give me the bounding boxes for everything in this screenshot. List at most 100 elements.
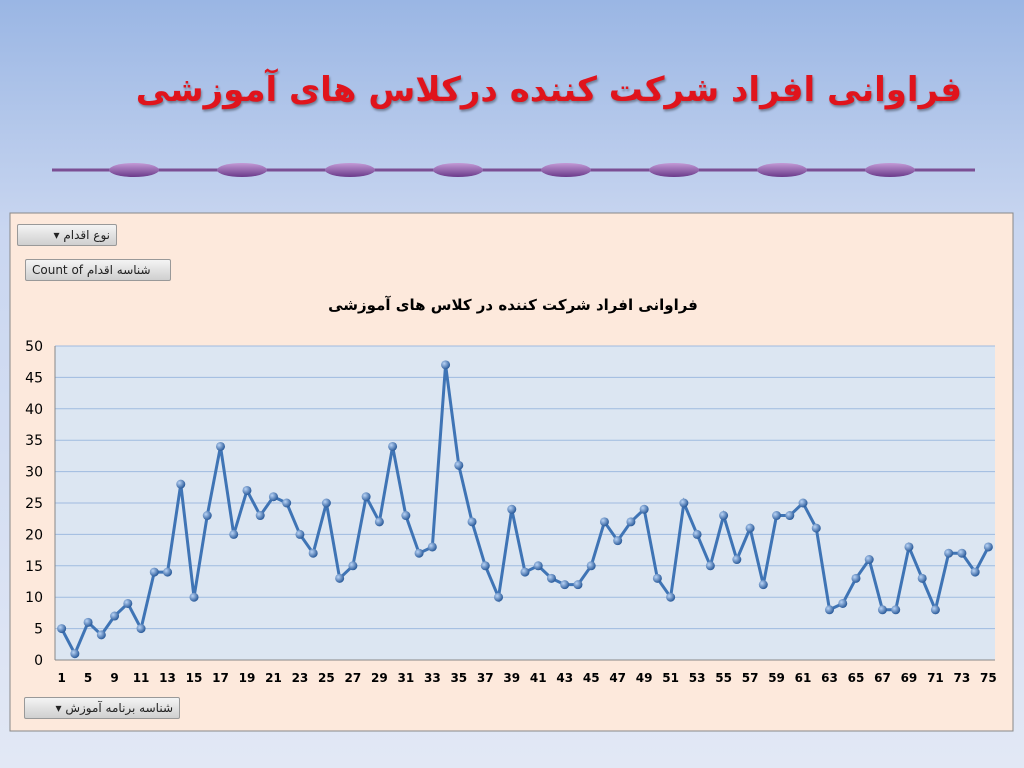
x-tick-label: 47 <box>609 671 626 685</box>
chart-title: فراوانی افراد شرکت کننده در کلاس های آمو… <box>328 296 698 314</box>
x-tick-label: 13 <box>159 671 176 685</box>
x-tick-label: 25 <box>318 671 335 685</box>
data-point <box>388 441 398 451</box>
data-point <box>626 517 636 527</box>
data-field-button[interactable]: Count of شناسه اقدام <box>25 259 171 281</box>
x-tick-label: 65 <box>848 671 865 685</box>
data-point <box>586 561 596 571</box>
x-tick-label: 71 <box>927 671 944 685</box>
data-point <box>202 511 212 521</box>
x-tick-label: 57 <box>742 671 759 685</box>
data-point <box>427 542 437 552</box>
data-point <box>441 360 451 370</box>
data-point <box>268 492 278 502</box>
data-point <box>70 649 80 659</box>
data-point <box>811 523 821 533</box>
slide-title: فراوانی افراد شرکت کننده درکلاس های آموز… <box>135 70 962 110</box>
x-tick-label: 49 <box>636 671 653 685</box>
data-point <box>83 617 93 627</box>
data-point <box>189 592 199 602</box>
data-point <box>520 567 530 577</box>
x-tick-label: 1 <box>57 671 65 685</box>
data-point <box>599 517 609 527</box>
data-point <box>96 630 106 640</box>
data-point <box>361 492 371 502</box>
y-tick-label: 10 <box>25 590 43 606</box>
data-point <box>732 555 742 565</box>
filter-button[interactable]: نوع اقدام ▾ <box>17 224 117 246</box>
y-tick-label: 0 <box>34 653 43 669</box>
x-tick-label: 21 <box>265 671 282 685</box>
x-tick-label: 73 <box>954 671 971 685</box>
data-point <box>229 529 239 539</box>
data-point <box>494 592 504 602</box>
data-point <box>983 542 993 552</box>
x-tick-label: 23 <box>292 671 309 685</box>
x-tick-label: 67 <box>874 671 891 685</box>
data-point <box>877 605 887 615</box>
data-point <box>692 529 702 539</box>
data-point <box>970 567 980 577</box>
data-point <box>745 523 755 533</box>
data-point <box>295 529 305 539</box>
axis-field-label: شناسه برنامه آموزش <box>65 701 173 715</box>
data-point <box>666 592 676 602</box>
data-point <box>255 511 265 521</box>
data-point <box>321 498 331 508</box>
filter-label: نوع اقدام <box>63 228 110 242</box>
data-point <box>573 580 583 590</box>
x-tick-label: 37 <box>477 671 494 685</box>
y-tick-label: 30 <box>25 465 43 481</box>
x-tick-label: 39 <box>503 671 520 685</box>
data-point <box>546 573 556 583</box>
data-point <box>917 573 927 583</box>
data-point <box>454 460 464 470</box>
data-point <box>758 580 768 590</box>
x-tick-label: 19 <box>239 671 256 685</box>
data-point <box>851 573 861 583</box>
x-tick-label: 5 <box>84 671 92 685</box>
data-point <box>176 479 186 489</box>
x-tick-label: 51 <box>662 671 679 685</box>
data-point <box>110 611 120 621</box>
axis-field-button[interactable]: شناسه برنامه آموزش ▾ <box>24 697 180 719</box>
data-point <box>282 498 292 508</box>
data-point <box>149 567 159 577</box>
data-point <box>904 542 914 552</box>
x-tick-label: 75 <box>980 671 997 685</box>
x-tick-label: 69 <box>901 671 918 685</box>
x-tick-label: 31 <box>397 671 414 685</box>
data-point <box>957 548 967 558</box>
x-tick-label: 9 <box>110 671 118 685</box>
data-point <box>864 555 874 565</box>
x-tick-label: 41 <box>530 671 547 685</box>
data-point <box>335 573 345 583</box>
y-tick-label: 20 <box>25 527 43 543</box>
data-point <box>163 567 173 577</box>
y-tick-label: 35 <box>25 433 43 449</box>
data-point <box>507 504 517 514</box>
data-point <box>613 536 623 546</box>
data-point <box>374 517 384 527</box>
y-tick-label: 40 <box>25 402 43 418</box>
data-point <box>242 485 252 495</box>
data-point <box>798 498 808 508</box>
x-tick-label: 63 <box>821 671 838 685</box>
data-point <box>533 561 543 571</box>
data-point <box>944 548 954 558</box>
y-tick-label: 50 <box>25 339 43 355</box>
x-tick-label: 35 <box>450 671 467 685</box>
data-point <box>560 580 570 590</box>
x-tick-label: 61 <box>795 671 812 685</box>
data-point <box>136 624 146 634</box>
data-point <box>348 561 358 571</box>
data-point <box>705 561 715 571</box>
data-point <box>414 548 424 558</box>
data-point <box>719 511 729 521</box>
x-tick-label: 15 <box>186 671 203 685</box>
data-point <box>639 504 649 514</box>
data-point <box>57 624 67 634</box>
data-point <box>215 441 225 451</box>
data-point <box>785 511 795 521</box>
